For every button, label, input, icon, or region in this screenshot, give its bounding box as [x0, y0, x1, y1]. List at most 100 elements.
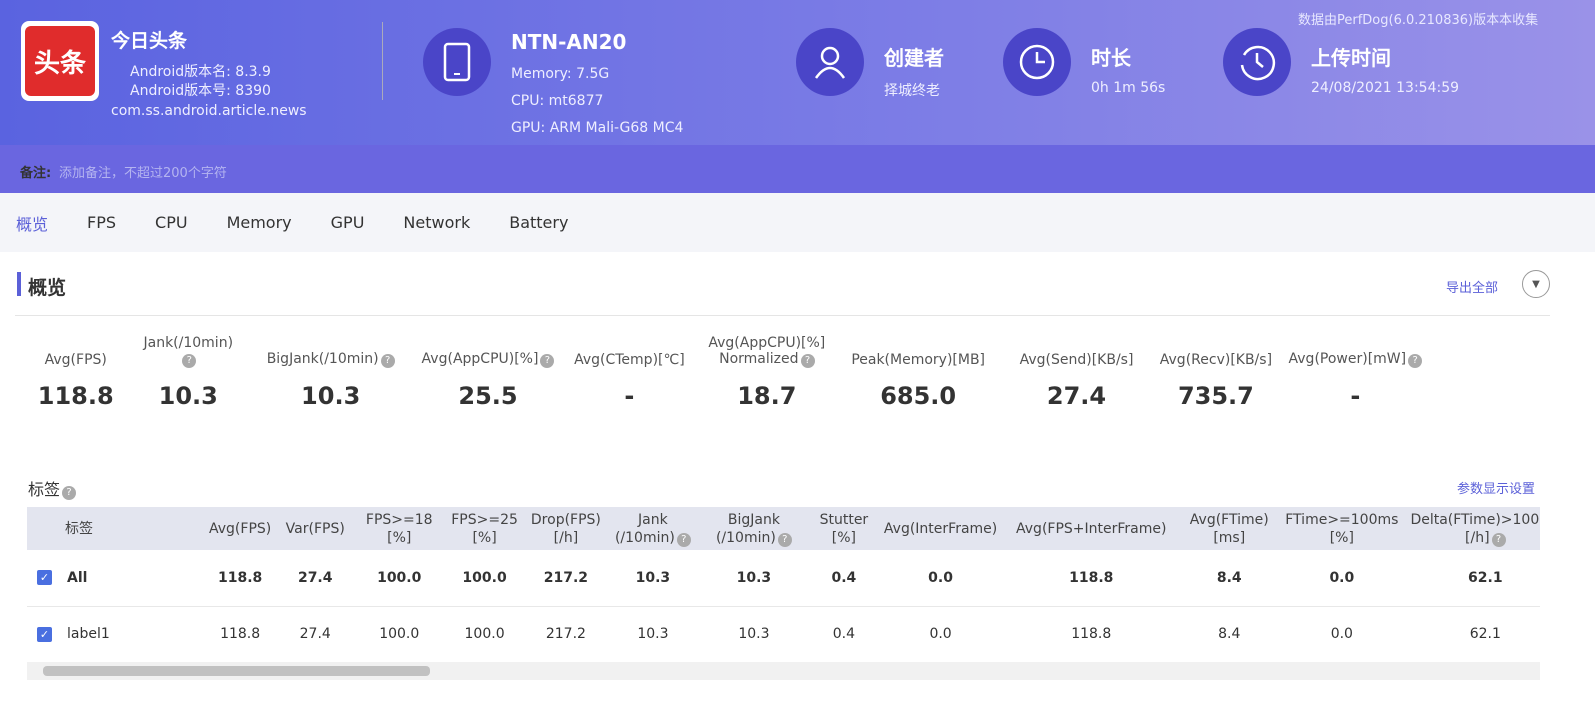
table-cell: 62.1 [1404, 550, 1540, 607]
metric-value: 25.5 [458, 382, 518, 410]
tab[interactable]: FPS [87, 213, 117, 232]
tab[interactable]: CPU [155, 213, 188, 232]
help-icon[interactable]: ? [1408, 354, 1423, 368]
divider [15, 315, 1550, 316]
column-header: Drop(FPS) [/h] [523, 507, 608, 550]
metric-label: Avg(AppCPU)[%]? [422, 351, 555, 368]
cell-text: All [67, 569, 88, 586]
table-cell: 0.0 [1279, 550, 1405, 607]
tab[interactable]: 概览 [16, 214, 49, 234]
cell-text: 0.4 [831, 569, 857, 586]
metric: Peak(Memory)[MB] 685.0 [830, 330, 1007, 410]
column-header: Avg(FPS) [203, 507, 278, 550]
help-icon[interactable]: ? [540, 354, 555, 368]
metric-label-wrap: BigJank(/10min)? [240, 330, 421, 368]
metric: Avg(CTemp)[℃] - [555, 330, 704, 410]
history-glyph [1240, 45, 1276, 81]
tab[interactable]: Memory [226, 213, 292, 232]
metric-value: 735.7 [1177, 382, 1254, 410]
table-cell: 0.0 [877, 606, 1004, 662]
table-cell: 8.4 [1179, 606, 1280, 662]
table-row: ✓ label1 118.8 27.4 100.0 100.0 217.2 10.3 10.3 0… [27, 606, 1540, 662]
metric: Avg(AppCPU)[%]? 25.5 [421, 330, 555, 410]
cell-text: 8.4 [1218, 626, 1241, 642]
source-note: 数据由PerfDog(6.0.210836)版本本收集 [1298, 13, 1539, 28]
cell-text: 100.0 [462, 569, 507, 586]
table-cell: 10.3 [697, 606, 810, 662]
duration-icon [1003, 28, 1071, 96]
metric-label-wrap: Avg(AppCPU)[%] Normalized? [704, 330, 829, 368]
help-icon[interactable]: ? [777, 532, 792, 547]
remark-label: 备注: [20, 166, 52, 181]
metric-label-wrap: Avg(Power)[mW]? [1286, 330, 1425, 368]
metric-label: Avg(AppCPU)[%] Normalized? [708, 335, 826, 368]
table-cell: 10.3 [607, 606, 698, 662]
creator-label: 创建者 [884, 46, 944, 70]
help-icon[interactable]: ? [676, 532, 691, 547]
help-icon[interactable]: ? [182, 354, 197, 368]
table-cell: 0.0 [877, 550, 1004, 607]
upload-value: 24/08/2021 13:54:59 [1311, 80, 1460, 96]
cell-text: 100.0 [377, 569, 422, 586]
table-cell: 118.8 [1003, 606, 1180, 662]
creator-value: 择城终老 [884, 83, 940, 99]
checkbox[interactable]: ✓ [37, 570, 52, 586]
clock-glyph [1019, 44, 1055, 80]
metric-label: Avg(FPS) [44, 352, 107, 368]
checkbox[interactable]: ✓ [37, 626, 52, 642]
device-icon [423, 28, 491, 96]
cell-text: 0.0 [1330, 626, 1353, 642]
metric: BigJank(/10min)? 10.3 [240, 330, 421, 410]
device-model: NTN-AN20 [511, 30, 627, 54]
settings-button[interactable]: 参数显示设置 [1457, 482, 1536, 497]
tab[interactable]: Battery [509, 213, 569, 232]
tab[interactable]: GPU [330, 213, 365, 232]
cell-text: 62.1 [1469, 626, 1501, 642]
help-icon[interactable]: ? [62, 486, 77, 500]
table-cell: 100.0 [445, 550, 524, 607]
phone-glyph [443, 42, 471, 82]
metric: Jank(/10min)? 10.3 [136, 330, 240, 410]
metric-label-wrap: Avg(Recv)[KB/s] [1146, 330, 1285, 368]
metric-label-wrap: Avg(AppCPU)[%]? [421, 330, 555, 368]
column-header: FTime>=100ms [%] [1279, 507, 1405, 550]
section-marker [17, 272, 21, 296]
creator-icon [796, 28, 864, 96]
column-header: Delta(FTime)>100ms [/h]? [1404, 507, 1540, 550]
tab[interactable]: Network [403, 213, 471, 232]
help-icon[interactable]: ? [1491, 532, 1506, 547]
table-cell: 0.4 [809, 550, 878, 607]
metric: Avg(AppCPU)[%] Normalized? 18.7 [704, 330, 829, 410]
scrollbar[interactable] [27, 662, 1540, 680]
metric-value: 18.7 [737, 382, 797, 410]
collapse-button[interactable]: ▼ [1522, 270, 1550, 298]
column-header: Avg(FTime) [ms] [1179, 507, 1280, 550]
metric: Avg(Recv)[KB/s] 735.7 [1146, 330, 1285, 410]
remark-input[interactable]: 添加备注，不超过200个字符 [59, 166, 227, 181]
metric-label: Avg(Send)[KB/s] [1019, 352, 1134, 368]
table-cell: 10.3 [607, 550, 698, 607]
export-button[interactable]: 导出全部 [1446, 281, 1499, 296]
labels-title: 标签? [28, 476, 77, 500]
table-cell: ✓ All [27, 550, 203, 607]
cell-text: 0.4 [832, 626, 856, 642]
metrics: Avg(FPS) 118.8 Jank(/10min)? 10.3 BigJank(/1… [15, 330, 1425, 410]
labels-title-text: 标签 [28, 480, 61, 499]
table-wrap: 标签 Avg(FPS) Var(FPS) FPS>=18 [%] FPS>=25 [%]… [27, 507, 1540, 662]
cell-text: 100.0 [379, 626, 420, 642]
scroll-thumb[interactable] [43, 666, 430, 676]
table-cell: 27.4 [277, 550, 354, 607]
help-icon[interactable]: ? [380, 354, 395, 368]
column-header: BigJank (/10min)? [697, 507, 810, 550]
column-header: Stutter [%] [809, 507, 878, 550]
remark-bar: 备注: 添加备注，不超过200个字符 [0, 145, 1595, 193]
help-icon[interactable]: ? [800, 354, 815, 368]
table-cell: 118.8 [203, 550, 278, 607]
cell-text: 27.4 [299, 626, 331, 642]
metric-label-wrap: Jank(/10min)? [136, 330, 240, 368]
column-header: Avg(FPS+InterFrame) [1003, 507, 1180, 550]
cell-text: 10.3 [738, 626, 770, 642]
metric-label: Jank(/10min)? [143, 335, 234, 368]
cell-text: 0.0 [928, 569, 953, 586]
